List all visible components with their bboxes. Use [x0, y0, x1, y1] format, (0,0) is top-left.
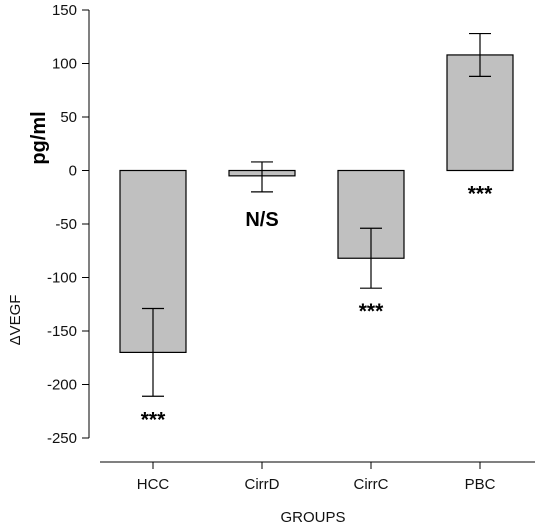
- significance-label: ***: [359, 300, 384, 323]
- error-bars: [142, 32, 491, 397]
- significance-label: ***: [468, 183, 493, 206]
- y-tick-label: 100: [52, 56, 77, 73]
- y-tick-label: 0: [69, 163, 77, 180]
- bars: [119, 54, 514, 353]
- y-tick-label: 150: [52, 2, 77, 19]
- labels: HCC *** CirrD N/S CirrC *** PBC ***: [137, 183, 496, 494]
- y-tick-label: -100: [47, 270, 77, 287]
- y-tick-label: 50: [60, 109, 77, 126]
- x-tick-label: PBC: [465, 476, 496, 493]
- y-tick-label: -200: [47, 377, 77, 394]
- y-axis-unit: pg/ml: [28, 111, 50, 164]
- x-tick-label: CirrD: [245, 476, 280, 493]
- significance-label: ***: [141, 408, 166, 431]
- significance-label: N/S: [245, 209, 278, 231]
- y-axis-title: ΔVEGF: [7, 295, 24, 346]
- axes: -250 -200 -150 -100 -50 0 50 100 150: [47, 2, 535, 469]
- y-tick-label: -150: [47, 323, 77, 340]
- y-tick-label: -250: [47, 430, 77, 447]
- x-tick-label: CirrC: [354, 476, 389, 493]
- x-tick-label: HCC: [137, 476, 170, 493]
- x-axis-title: GROUPS: [280, 509, 345, 526]
- y-tick-label: -50: [55, 216, 77, 233]
